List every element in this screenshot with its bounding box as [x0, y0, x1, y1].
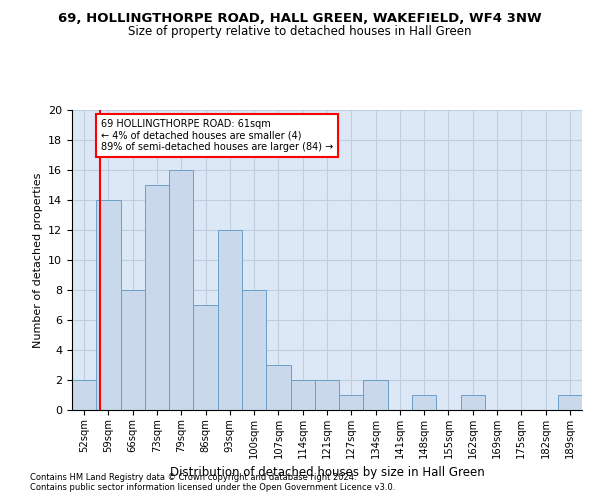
Text: Contains public sector information licensed under the Open Government Licence v3: Contains public sector information licen…	[30, 484, 395, 492]
Bar	[145, 185, 169, 410]
Bar	[461, 395, 485, 410]
Text: Contains HM Land Registry data © Crown copyright and database right 2024.: Contains HM Land Registry data © Crown c…	[30, 474, 356, 482]
Bar	[412, 395, 436, 410]
Y-axis label: Number of detached properties: Number of detached properties	[32, 172, 43, 348]
Bar	[121, 290, 145, 410]
Bar	[315, 380, 339, 410]
Bar	[290, 380, 315, 410]
Bar	[364, 380, 388, 410]
Bar	[558, 395, 582, 410]
Bar	[72, 380, 96, 410]
Bar	[242, 290, 266, 410]
Bar	[339, 395, 364, 410]
Text: Size of property relative to detached houses in Hall Green: Size of property relative to detached ho…	[128, 25, 472, 38]
Bar	[169, 170, 193, 410]
Bar	[266, 365, 290, 410]
Bar	[193, 305, 218, 410]
Bar	[218, 230, 242, 410]
Bar	[96, 200, 121, 410]
X-axis label: Distribution of detached houses by size in Hall Green: Distribution of detached houses by size …	[170, 466, 484, 479]
Text: 69, HOLLINGTHORPE ROAD, HALL GREEN, WAKEFIELD, WF4 3NW: 69, HOLLINGTHORPE ROAD, HALL GREEN, WAKE…	[58, 12, 542, 26]
Text: 69 HOLLINGTHORPE ROAD: 61sqm
← 4% of detached houses are smaller (4)
89% of semi: 69 HOLLINGTHORPE ROAD: 61sqm ← 4% of det…	[101, 119, 334, 152]
